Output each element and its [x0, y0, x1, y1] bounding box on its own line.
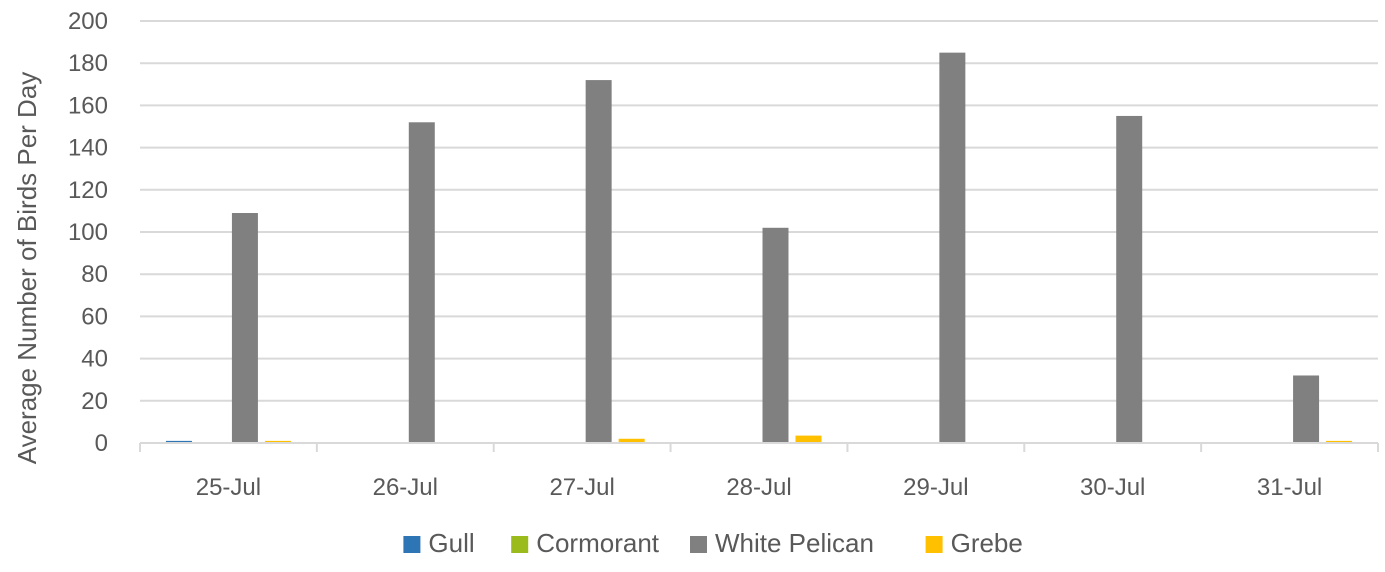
legend-swatch — [511, 536, 529, 553]
legend-label: Cormorant — [536, 528, 660, 558]
bar-grebe — [795, 435, 822, 443]
bar-white-pelican — [1116, 115, 1143, 443]
y-tick-label: 120 — [68, 177, 108, 204]
y-axis-ticks: 0 20 40 60 80 100 120 140 160 180 200 — [68, 8, 108, 457]
bar-white-pelican — [408, 122, 435, 443]
y-axis-title: Average Number of Birds Per Day — [12, 72, 42, 465]
bar-white-pelican — [585, 80, 612, 443]
bar-white-pelican — [231, 213, 258, 443]
bar-grebe — [264, 440, 291, 443]
x-tick-label: 25-Jul — [196, 474, 261, 501]
x-tick-label: 28-Jul — [726, 474, 791, 501]
legend-label: White Pelican — [715, 528, 874, 558]
x-tick-label: 31-Jul — [1257, 474, 1322, 501]
bar-white-pelican — [762, 227, 789, 443]
bars — [165, 52, 1353, 444]
y-tick-label: 20 — [81, 388, 108, 415]
x-tick-label: 26-Jul — [373, 474, 438, 501]
y-tick-label: 200 — [68, 8, 108, 35]
bar-gull — [165, 440, 192, 443]
bar-grebe — [1326, 440, 1353, 443]
legend-label: Grebe — [951, 528, 1023, 558]
legend-label: Gull — [428, 528, 474, 558]
legend-swatch — [690, 536, 707, 553]
gridlines — [140, 20, 1378, 402]
bar-white-pelican — [1293, 375, 1320, 443]
legend-swatch — [925, 536, 943, 553]
legend: Gull Cormorant White Pelican Grebe — [403, 528, 1023, 558]
y-tick-label: 40 — [81, 346, 108, 373]
y-tick-label: 140 — [68, 135, 108, 162]
x-tick-label: 29-Jul — [903, 474, 968, 501]
y-tick-label: 180 — [68, 50, 108, 77]
x-axis-ticks: 25-Jul 26-Jul 27-Jul 28-Jul 29-Jul 30-Jul 31-J… — [196, 474, 1323, 501]
y-tick-label: 100 — [68, 219, 108, 246]
legend-swatch — [403, 536, 421, 553]
x-tick-label: 30-Jul — [1080, 474, 1145, 501]
x-axis — [139, 442, 1379, 452]
x-tick-label: 27-Jul — [549, 474, 614, 501]
y-tick-label: 60 — [81, 303, 108, 330]
y-tick-label: 80 — [81, 261, 108, 288]
y-tick-label: 0 — [95, 430, 108, 457]
bar-white-pelican — [939, 52, 966, 444]
y-tick-label: 160 — [68, 92, 108, 119]
bar-grebe — [618, 438, 645, 443]
